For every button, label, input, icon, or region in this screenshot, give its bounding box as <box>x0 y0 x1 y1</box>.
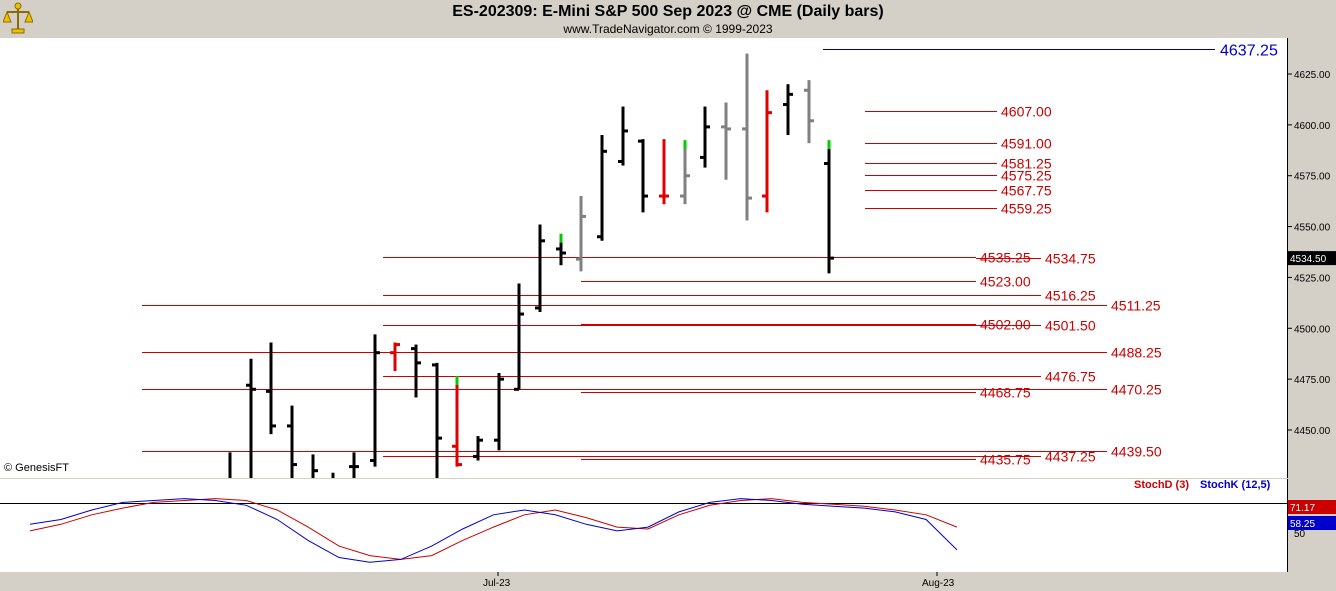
price-tick-label-2: 4575.00 <box>1294 172 1331 183</box>
ohlc-bar-3 <box>287 405 297 478</box>
stoch-mid-label: 50 <box>1294 529 1306 540</box>
ohlc-bar-9 <box>411 344 421 398</box>
ohlc-bar-2 <box>266 342 276 435</box>
date-axis-labels: Jul-23 Aug-23 <box>483 572 955 589</box>
ohlc-bar-19 <box>618 106 628 166</box>
level-label-9: 4516.25 <box>1045 288 1096 304</box>
level-label-7: 4534.75 <box>1045 251 1096 267</box>
stochastic-chart[interactable] <box>0 479 1288 572</box>
ohlc-bar-24 <box>721 102 731 180</box>
date-axis[interactable]: Jul-23 Aug-23 <box>0 572 1288 591</box>
stoch-d-badge <box>1288 500 1336 514</box>
ohlc-bar-13 <box>494 373 504 451</box>
stochastic-axis[interactable]: 71.17 58.25 50 <box>1288 479 1336 572</box>
ohlc-bar-26 <box>762 90 772 213</box>
ohlc-bar-14 <box>514 283 524 391</box>
price-tick-label-6: 4475.00 <box>1294 375 1331 386</box>
level-label-2: 4581.25 <box>1001 156 1052 172</box>
stochastic-panel[interactable]: StochD (3) StochK (12,5) <box>0 479 1288 572</box>
price-tick-label-1: 4600.00 <box>1294 121 1331 132</box>
chart-title: ES-202309: E-Mini S&P 500 Sep 2023 @ CME… <box>452 3 884 20</box>
price-axis-labels: 4625.00 4600.00 4575.00 4550.00 4525.00 4500.… <box>1288 70 1336 437</box>
level-label-0: 4607.00 <box>1001 104 1052 120</box>
ohlc-bar-20 <box>638 139 648 213</box>
level-label-16: 4468.75 <box>980 385 1031 401</box>
level-label-12: 4501.50 <box>1045 318 1096 334</box>
stoch-d-value: 71.17 <box>1290 503 1315 514</box>
chart-subtitle: www.TradeNavigator.com © 1999-2023 <box>563 22 773 36</box>
last-price-badge <box>1288 251 1336 266</box>
level-label-18: 4437.25 <box>1045 449 1096 465</box>
level-label-19: 4435.75 <box>980 452 1031 468</box>
ohlc-bar-5 <box>331 472 335 478</box>
level-label-13: 4488.25 <box>1111 345 1162 361</box>
stoch-d-line <box>29 498 958 560</box>
level-label-1: 4591.00 <box>1001 136 1052 152</box>
ohlc-bar-12 <box>473 436 483 461</box>
price-tick-label-5: 4500.00 <box>1294 324 1331 335</box>
high-mark-label: 4637.25 <box>1220 43 1278 60</box>
level-label-10: 4511.25 <box>1111 298 1161 314</box>
ohlc-bar-1 <box>246 358 256 478</box>
ohlc-bar-29 <box>824 141 834 274</box>
price-tick-label-0: 4625.00 <box>1294 70 1331 81</box>
stoch-k-legend: StochK (12,5) <box>1200 479 1271 491</box>
ohlc-bar-15 <box>535 224 545 313</box>
price-tick-label-7: 4450.00 <box>1294 426 1331 437</box>
copyright-label: © GenesisFT <box>4 462 69 474</box>
ohlc-bar-18 <box>597 135 607 241</box>
price-tick-label-4: 4525.00 <box>1294 273 1331 284</box>
ohlc-bar-27 <box>783 84 793 136</box>
level-label-4: 4567.75 <box>1001 183 1052 199</box>
level-label-8: 4523.00 <box>980 274 1031 290</box>
level-label-11: 4502.00 <box>980 317 1031 333</box>
price-axis[interactable]: 4625.00 4600.00 4575.00 4550.00 4525.00 4500.… <box>1288 38 1336 478</box>
ohlc-bar-28 <box>804 80 814 144</box>
stoch-k-line <box>29 498 958 563</box>
ohlc-bar-11 <box>452 377 462 467</box>
stoch-k-value: 58.25 <box>1290 519 1315 530</box>
level-label-3: 4575.25 <box>1001 168 1052 184</box>
level-label-17: 4439.50 <box>1111 444 1162 460</box>
level-label-14: 4476.75 <box>1045 369 1096 385</box>
last-price-label: 4534.50 <box>1290 254 1327 265</box>
level-label-15: 4470.25 <box>1111 382 1162 398</box>
ohlc-bar-23 <box>700 106 710 168</box>
level-label-5: 4559.25 <box>1001 201 1052 217</box>
ohlc-bar-8 <box>390 342 400 372</box>
level-label-6: 4535.25 <box>980 250 1031 266</box>
ohlc-bar-21 <box>659 139 669 205</box>
ohlc-bar-17 <box>576 196 586 272</box>
price-tick-label-3: 4550.00 <box>1294 223 1331 234</box>
stoch-d-legend: StochD (3) <box>1134 479 1189 491</box>
date-tick-label-0: Jul-23 <box>483 578 511 589</box>
ohlc-bar-4 <box>311 454 318 478</box>
chart-header: ES-202309: E-Mini S&P 500 Sep 2023 @ CME… <box>0 0 1336 38</box>
ohlc-bar-10 <box>432 362 442 478</box>
stoch-k-badge <box>1288 516 1336 530</box>
ohlc-bar-7 <box>370 334 380 467</box>
ohlc-bar-6 <box>349 452 359 478</box>
ohlc-bar-0 <box>228 452 232 478</box>
price-panel[interactable]: 4607.00 4591.00 4581.25 4575.25 4567.75 4559.… <box>0 38 1288 478</box>
ohlc-bar-22 <box>680 141 690 205</box>
ohlc-bar-25 <box>742 53 752 221</box>
date-tick-label-1: Aug-23 <box>922 578 955 589</box>
